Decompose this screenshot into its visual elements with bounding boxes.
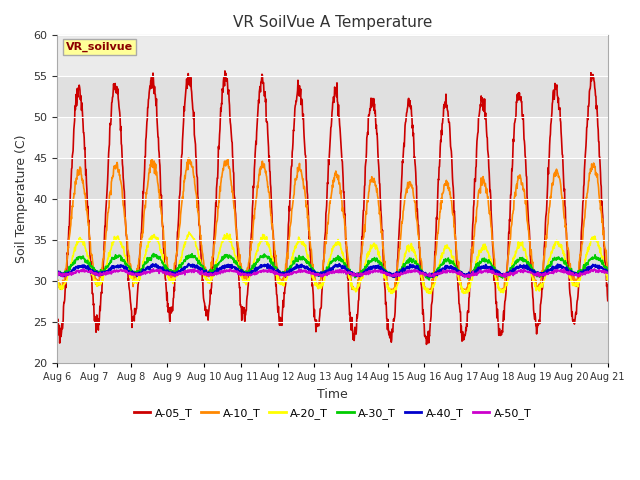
A-40_T [176, 269, 184, 275]
A-20_T [176, 258, 184, 264]
A-40_T [238, 267, 246, 273]
A-20_T [604, 275, 612, 281]
A-20_T [491, 271, 499, 277]
A-20_T [185, 229, 193, 235]
A-30_T [604, 267, 612, 273]
A-05_T [491, 273, 499, 278]
Line: A-30_T: A-30_T [58, 253, 608, 280]
Text: VR_soilvue: VR_soilvue [66, 42, 132, 52]
A-30_T [491, 264, 499, 270]
A-40_T [54, 270, 61, 276]
A-10_T [177, 220, 184, 226]
Bar [58, 158, 608, 199]
A-20_T [419, 280, 426, 286]
A-40_T [491, 267, 499, 273]
Y-axis label: Soil Temperature (C): Soil Temperature (C) [15, 135, 28, 264]
A-05_T [604, 298, 612, 303]
A-50_T [238, 272, 246, 277]
Bar [58, 281, 608, 322]
A-05_T [54, 321, 61, 327]
A-50_T [540, 271, 547, 277]
A-50_T [604, 270, 612, 276]
A-05_T [238, 317, 246, 323]
A-10_T [419, 276, 426, 281]
A-30_T [238, 268, 246, 274]
X-axis label: Time: Time [317, 388, 348, 401]
A-20_T [54, 277, 61, 283]
A-05_T [163, 288, 170, 294]
A-50_T [491, 271, 499, 277]
Line: A-10_T: A-10_T [58, 158, 608, 289]
Bar [58, 36, 608, 76]
A-05_T [176, 192, 184, 198]
A-30_T [150, 251, 157, 256]
A-50_T [465, 275, 473, 280]
A-50_T [150, 266, 157, 272]
Line: A-40_T: A-40_T [58, 264, 608, 277]
A-10_T [540, 266, 547, 272]
Bar [58, 76, 608, 117]
A-05_T [540, 271, 547, 277]
A-40_T [540, 272, 547, 277]
A-30_T [177, 262, 184, 267]
A-40_T [604, 269, 612, 275]
A-10_T [54, 279, 61, 285]
A-30_T [163, 265, 171, 271]
Legend: A-05_T, A-10_T, A-20_T, A-30_T, A-40_T, A-50_T: A-05_T, A-10_T, A-20_T, A-30_T, A-40_T, … [129, 403, 536, 423]
A-05_T [221, 68, 228, 74]
A-10_T [604, 267, 612, 273]
A-30_T [426, 277, 433, 283]
A-10_T [56, 287, 64, 292]
Line: A-20_T: A-20_T [58, 232, 608, 293]
A-40_T [390, 274, 398, 280]
A-50_T [54, 272, 61, 277]
Bar [58, 117, 608, 158]
A-05_T [422, 341, 430, 347]
A-40_T [163, 268, 170, 274]
A-20_T [387, 290, 395, 296]
Title: VR SoilVue A Temperature: VR SoilVue A Temperature [233, 15, 432, 30]
A-40_T [185, 261, 193, 267]
A-50_T [163, 271, 171, 277]
Bar [58, 322, 608, 363]
A-10_T [184, 156, 192, 161]
A-20_T [540, 280, 547, 286]
Bar [58, 240, 608, 281]
A-10_T [491, 256, 499, 262]
A-40_T [419, 269, 426, 275]
A-10_T [163, 254, 171, 260]
A-10_T [238, 267, 246, 273]
A-30_T [540, 272, 547, 277]
Line: A-05_T: A-05_T [58, 71, 608, 344]
A-50_T [419, 270, 426, 276]
Line: A-50_T: A-50_T [58, 269, 608, 277]
Bar [58, 199, 608, 240]
A-05_T [419, 296, 426, 302]
A-50_T [177, 271, 184, 276]
A-30_T [54, 270, 61, 276]
A-20_T [238, 275, 246, 280]
A-30_T [419, 268, 426, 274]
A-20_T [163, 268, 170, 274]
